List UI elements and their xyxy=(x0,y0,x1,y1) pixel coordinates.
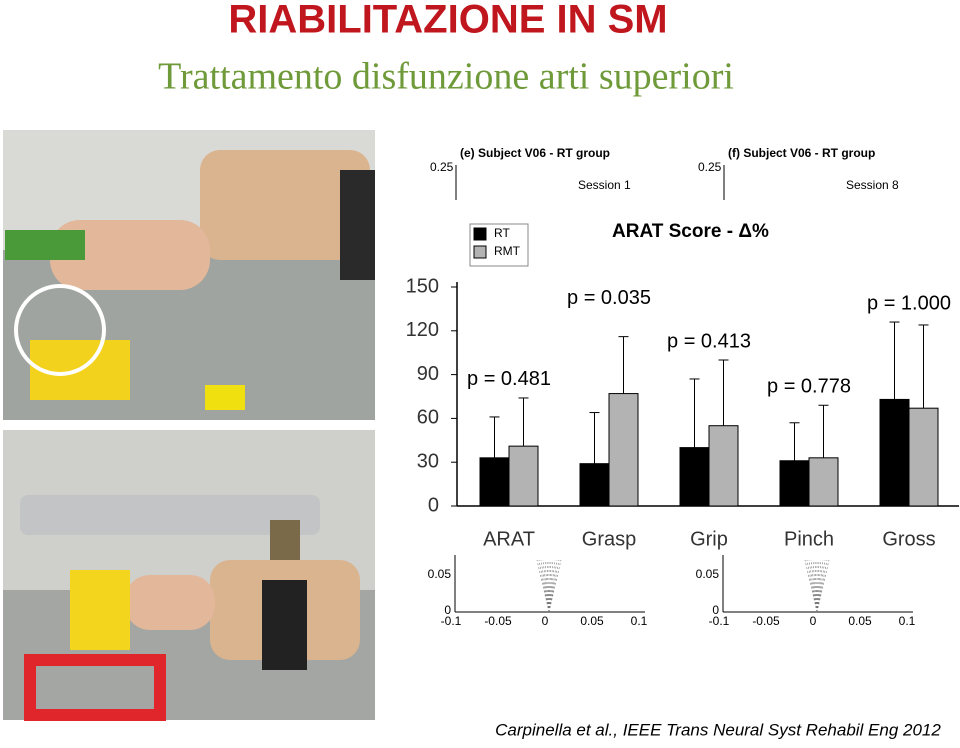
x-tick-label: Pinch xyxy=(784,528,834,550)
inset-xtick: 0.1 xyxy=(631,614,648,628)
inset-trace xyxy=(816,559,822,613)
slide-subtitle: Trattamento disfunzione arti superiori xyxy=(158,56,734,98)
bar xyxy=(808,457,839,507)
inset-trace xyxy=(548,559,556,613)
y-tick-label: 120 xyxy=(406,319,439,341)
inset-trace xyxy=(808,559,818,613)
y-tick-label: 150 xyxy=(406,275,439,297)
legend-swatch xyxy=(473,245,487,259)
bg-plot-title: (f) Subject V06 - RT group xyxy=(728,146,875,160)
photo-top xyxy=(3,130,375,420)
bar xyxy=(679,447,710,507)
inset-ytick: 0 xyxy=(444,603,451,617)
x-tick-label: Gross xyxy=(882,528,935,550)
bar xyxy=(608,393,639,507)
bar xyxy=(708,425,739,507)
inset-trace xyxy=(538,559,550,613)
p-value: p = 1.000 xyxy=(867,292,951,314)
inset-trace xyxy=(548,559,554,613)
x-tick-label: ARAT xyxy=(483,528,535,550)
inset-trace xyxy=(548,559,558,613)
inset-trace xyxy=(536,559,550,613)
bar xyxy=(908,407,939,507)
p-value: p = 0.481 xyxy=(467,368,551,390)
inset-trace xyxy=(548,559,560,613)
citation: Carpinella et al., IEEE Trans Neural Sys… xyxy=(495,720,941,739)
bg-plot-ytick: 0.25 xyxy=(698,160,722,174)
inset-trace xyxy=(816,559,826,613)
inset-trace xyxy=(814,559,818,613)
chart-title: ARAT Score - Δ% xyxy=(612,221,769,242)
inset-trace xyxy=(810,559,818,613)
inset-trace xyxy=(812,559,818,613)
inset-trace xyxy=(816,559,824,613)
bar xyxy=(879,398,910,507)
x-tick-label: Grasp xyxy=(582,528,636,550)
legend-label: RMT xyxy=(494,244,521,258)
y-tick-label: 90 xyxy=(417,363,439,385)
bg-plot-title: (e) Subject V06 - RT group xyxy=(460,146,610,160)
chart-panel xyxy=(398,130,960,640)
y-tick-label: 30 xyxy=(417,450,439,472)
inset-xtick: 0.1 xyxy=(899,614,916,628)
inset-xtick: -0.1 xyxy=(441,614,462,628)
bg-plot-label: Session 8 xyxy=(846,178,899,192)
p-value: p = 0.778 xyxy=(767,376,851,398)
p-value: p = 0.035 xyxy=(567,287,651,309)
bar xyxy=(479,457,510,507)
y-tick-label: 0 xyxy=(428,494,439,516)
inset-trace xyxy=(540,559,550,613)
inset-trace xyxy=(806,559,818,613)
inset-xtick: -0.05 xyxy=(484,614,512,628)
inset-trace xyxy=(816,559,820,613)
legend-box xyxy=(469,223,529,267)
inset-xtick: -0.1 xyxy=(709,614,730,628)
inset-trace xyxy=(548,559,562,613)
y-tick-label: 60 xyxy=(417,407,439,429)
inset-trace xyxy=(542,559,550,613)
inset-ytick: 0.05 xyxy=(696,567,720,581)
inset-xtick: 0.05 xyxy=(580,614,604,628)
bar xyxy=(579,463,610,507)
inset-trace xyxy=(804,559,818,613)
legend-label: RT xyxy=(494,226,510,240)
photo-bottom xyxy=(3,430,375,721)
inset-ytick: 0 xyxy=(712,603,719,617)
bar xyxy=(779,460,810,507)
slide-title: RIABILITAZIONE IN SM xyxy=(228,0,667,42)
inset-trace xyxy=(544,559,550,613)
bg-plot-label: Session 1 xyxy=(578,178,631,192)
inset-trace xyxy=(548,559,552,613)
inset-trace xyxy=(816,559,828,613)
inset-xtick: 0.05 xyxy=(848,614,872,628)
bar xyxy=(508,445,539,507)
inset-trace xyxy=(816,559,830,613)
legend-swatch xyxy=(473,227,487,241)
inset-trace xyxy=(546,559,550,613)
inset-ytick: 0.05 xyxy=(428,567,452,581)
bg-plot-ytick: 0.25 xyxy=(430,160,454,174)
inset-xtick: -0.05 xyxy=(752,614,780,628)
inset-xtick: 0 xyxy=(810,614,817,628)
p-value: p = 0.413 xyxy=(667,330,751,352)
x-tick-label: Grip xyxy=(690,528,728,550)
inset-xtick: 0 xyxy=(542,614,549,628)
